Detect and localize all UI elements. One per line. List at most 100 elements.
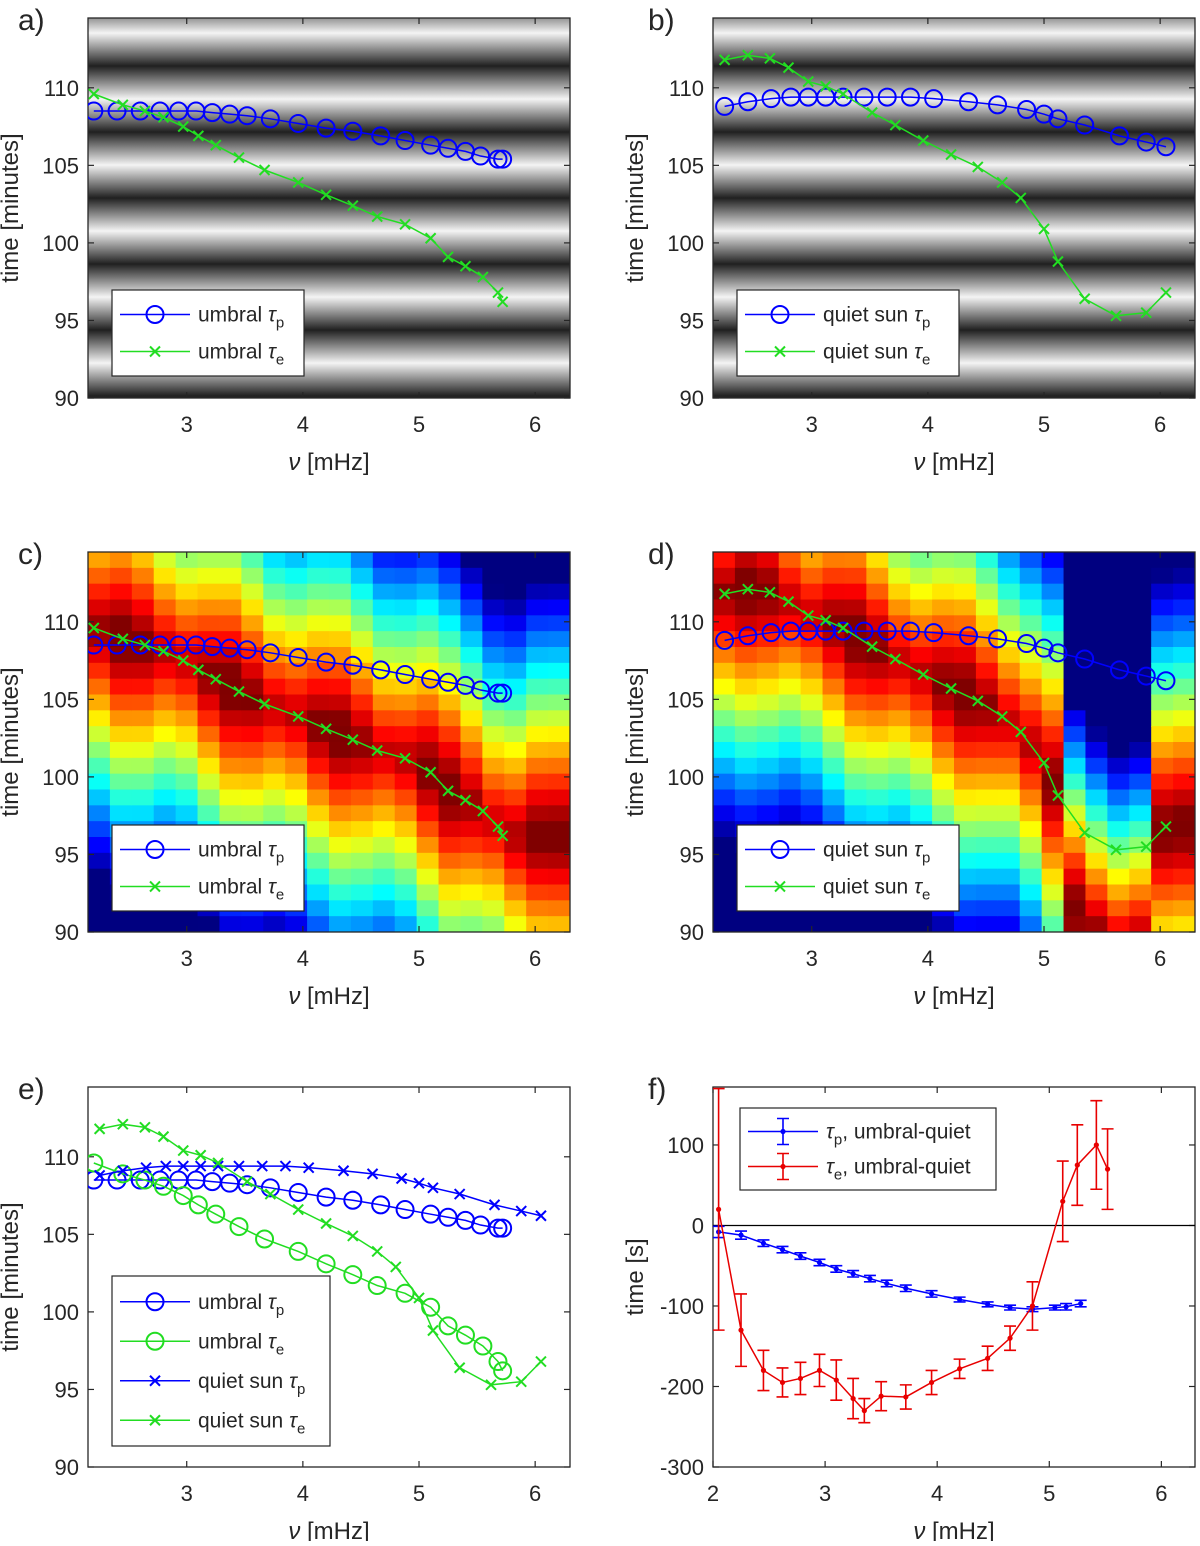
map-cell <box>1107 726 1131 743</box>
data-point <box>917 668 929 681</box>
map-cell <box>548 678 570 696</box>
y-tick-label: 0 <box>692 1213 704 1238</box>
map-cell <box>329 773 352 791</box>
map-cell <box>504 757 527 775</box>
map-cell <box>526 916 549 932</box>
map-cell <box>329 583 352 601</box>
map-cell <box>438 852 462 870</box>
map-cell <box>329 852 352 870</box>
series-3 <box>93 1118 547 1391</box>
map-cell <box>109 773 133 791</box>
map-cell <box>844 710 868 727</box>
map-column <box>756 18 780 398</box>
map-cell <box>416 615 440 632</box>
map-cell <box>416 900 440 917</box>
map-cell <box>504 710 527 727</box>
map-cell <box>1085 789 1109 807</box>
map-cell <box>438 710 462 727</box>
data-point <box>924 623 944 643</box>
data-point <box>742 49 754 61</box>
map-cell <box>997 852 1021 870</box>
data-point <box>797 1375 804 1382</box>
map-column <box>1107 18 1131 398</box>
map-cell <box>131 726 155 743</box>
map-cell <box>548 821 570 838</box>
map-cell <box>1019 694 1043 712</box>
map-cell <box>1063 726 1087 743</box>
map-cell <box>1063 615 1087 632</box>
map-cell <box>910 694 933 712</box>
map-cell <box>329 805 352 822</box>
series-1 <box>88 88 509 308</box>
map-cell <box>1107 773 1131 791</box>
map-cell <box>1085 742 1109 759</box>
y-axis-label: time [minutes] <box>0 667 24 816</box>
map-cell <box>153 757 177 775</box>
map-cell <box>800 567 824 585</box>
map-cell <box>329 757 352 775</box>
map-cell <box>1173 742 1195 759</box>
map-cell <box>997 678 1021 696</box>
map-cell <box>109 678 133 696</box>
map-cell <box>800 599 824 617</box>
map-cell <box>372 884 396 902</box>
map-cell <box>438 583 462 601</box>
map-cell <box>1151 583 1174 601</box>
map-cell <box>285 615 308 632</box>
map-cell <box>1019 552 1043 569</box>
map-cell <box>1041 773 1065 791</box>
data-point <box>867 1276 873 1282</box>
map-cell <box>131 662 155 680</box>
map-cell <box>482 694 506 712</box>
map-cell <box>1173 773 1195 791</box>
map-cell <box>460 615 484 632</box>
panel-d: 3 4 5 6 90 95 100 105 110 ν [mHz] time [minutes] d)… <box>622 538 1196 1010</box>
data-point <box>837 622 849 634</box>
data-point <box>779 1379 786 1386</box>
map-cell <box>844 583 868 601</box>
series-line <box>93 1179 503 1229</box>
map-cell <box>460 710 484 727</box>
map-cell <box>548 710 570 727</box>
map-cell <box>1063 583 1087 601</box>
map-cell <box>866 710 890 727</box>
y-tick-label: 110 <box>669 76 704 101</box>
map-cell <box>307 552 330 569</box>
map-cell <box>285 805 308 822</box>
data-point <box>819 614 832 626</box>
map-cell <box>197 583 221 601</box>
map-cell <box>1063 821 1087 838</box>
map-cell <box>778 742 802 759</box>
map-cell <box>1151 567 1174 585</box>
map-cell <box>844 726 868 743</box>
map-cell <box>109 710 133 727</box>
map-cell <box>175 726 199 743</box>
data-point <box>139 639 151 651</box>
map-cell <box>548 631 570 648</box>
map-cell <box>975 852 999 870</box>
data-point <box>371 1245 383 1258</box>
map-cell <box>954 631 977 648</box>
map-cell <box>197 567 221 585</box>
legend-entry: quiet sun τe <box>745 876 930 904</box>
data-point <box>206 1204 226 1224</box>
map-cell <box>416 631 440 648</box>
map-cell <box>131 789 155 807</box>
map-cell <box>88 884 111 902</box>
axes-frame <box>87 551 571 933</box>
data-point <box>371 126 391 146</box>
map-cell <box>997 821 1021 838</box>
map-cell <box>329 789 352 807</box>
map-cell <box>131 694 155 712</box>
data-point <box>212 1157 224 1169</box>
map-cell <box>88 805 111 822</box>
map-cell <box>1041 868 1065 886</box>
data-point <box>1007 1335 1013 1341</box>
series-1 <box>88 622 509 842</box>
map-cell <box>756 567 780 585</box>
map-cell <box>416 884 440 902</box>
map-cell <box>197 710 221 727</box>
map-cell <box>1063 868 1087 886</box>
map-cell <box>263 662 286 680</box>
data-point <box>157 645 170 657</box>
